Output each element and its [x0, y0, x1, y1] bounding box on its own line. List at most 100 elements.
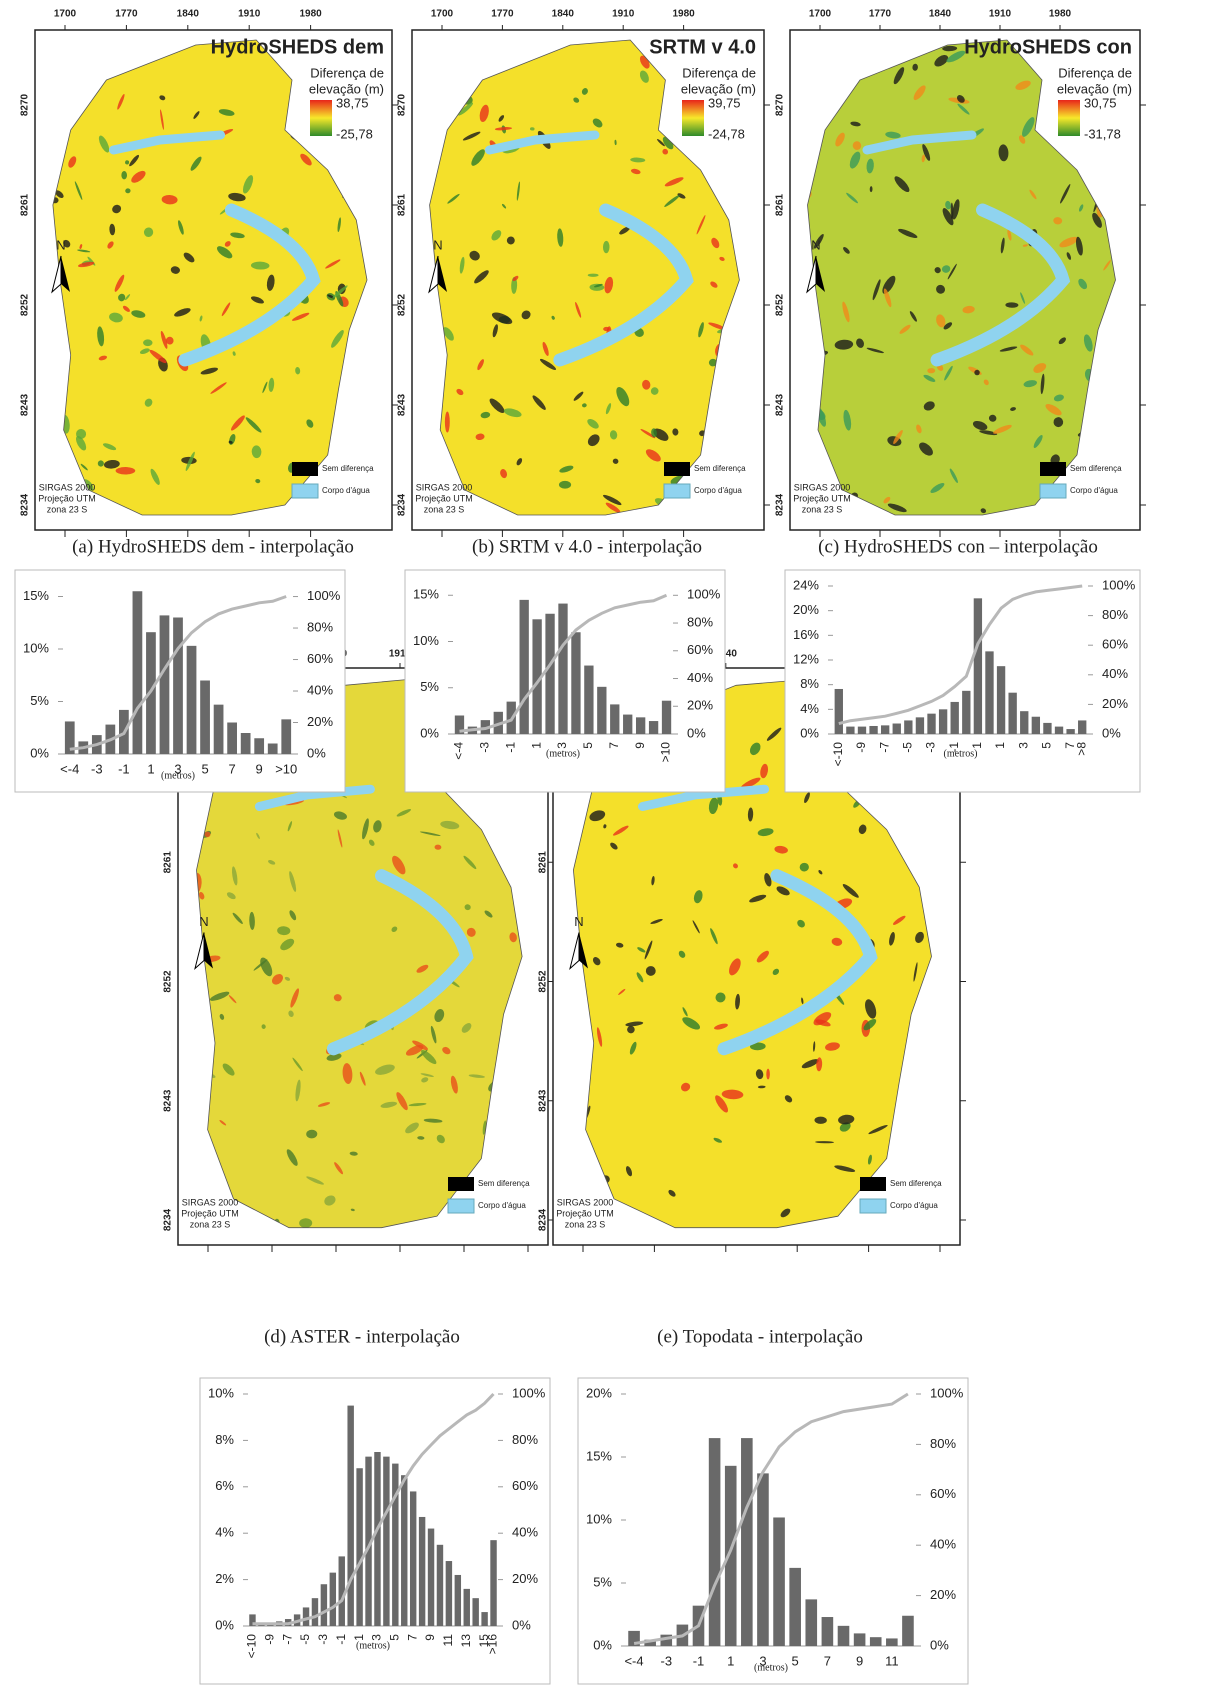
crs-text: Projeção UTM [181, 1208, 239, 1218]
y-tick-label: 5% [420, 679, 439, 694]
x-tick-label: 7 [405, 1634, 419, 1641]
y-coord-label: 8234 [163, 1208, 174, 1231]
terrain-patch [1171, 244, 1179, 263]
bar [805, 1599, 817, 1646]
terrain-patch [588, 274, 599, 277]
y-tick-label: 5% [30, 693, 49, 708]
no-diff-label: Sem diferença [1070, 464, 1122, 473]
x-tick-label: -3 [316, 1634, 330, 1645]
bar [160, 615, 170, 754]
terrain-patch [1064, 1031, 1073, 1038]
terrain-patch [1140, 166, 1155, 184]
bar [1020, 711, 1028, 734]
bar [133, 591, 143, 754]
y-tick-label: 15% [23, 588, 49, 603]
y-coord-label: 8234 [538, 1208, 549, 1231]
x-tick-label: 5 [201, 761, 208, 776]
water-label: Corpo d'água [478, 1201, 526, 1210]
map-caption: (c) HydroSHEDS con – interpolação [818, 536, 1098, 557]
bar [974, 598, 982, 734]
terrain-patch [25, 375, 30, 383]
water-label: Corpo d'água [322, 486, 370, 495]
y2-tick-label: 100% [930, 1385, 964, 1400]
crs-text: zona 23 S [47, 504, 88, 514]
x-tick-label: 5 [581, 742, 595, 749]
bar [789, 1568, 801, 1646]
x-tick-label: 9 [633, 742, 647, 749]
x-coord-label: 1840 [929, 9, 952, 20]
x-axis-label: (metros) [754, 1662, 788, 1673]
x-coord-label: 1700 [54, 9, 77, 20]
bar [268, 744, 278, 755]
crs-text: Projeção UTM [415, 493, 473, 503]
bar [401, 1475, 407, 1626]
x-tick-label: -1 [503, 742, 517, 753]
x-tick-label: -3 [91, 761, 103, 776]
terrain-patch [1153, 385, 1163, 403]
no-diff-swatch [860, 1177, 886, 1191]
terrain-patch [151, 938, 158, 948]
x-tick-label: 1 [993, 742, 1007, 749]
map-caption: (a) HydroSHEDS dem - interpolação [72, 536, 354, 557]
terrain-patch [1211, 194, 1218, 201]
x-tick-label: -7 [280, 1634, 294, 1645]
x-tick-label: -5 [901, 742, 915, 753]
no-diff-label: Sem diferença [694, 464, 746, 473]
x-axis-label: (metros) [944, 748, 978, 759]
y2-tick-label: 40% [512, 1525, 538, 1540]
x-tick-label: >10 [275, 761, 297, 776]
x-tick-label: <-4 [624, 1653, 643, 1668]
no-diff-swatch [448, 1177, 474, 1191]
crs-text: Projeção UTM [38, 493, 96, 503]
north-label: N [433, 237, 442, 252]
y-tick-label: 20% [793, 602, 819, 617]
y-coord-label: 8243 [20, 393, 31, 416]
terrain-patch [84, 1064, 90, 1072]
bar [916, 717, 924, 734]
terrain-patch [770, 365, 785, 383]
bar [1066, 729, 1074, 734]
terrain-patch [0, 427, 3, 440]
bar [597, 687, 606, 734]
y2-tick-label: 20% [512, 1571, 538, 1586]
bar [187, 646, 197, 754]
legend-max: 30,75 [1084, 95, 1117, 110]
bar [214, 705, 224, 754]
bar [835, 689, 843, 734]
y2-tick-label: 0% [307, 745, 326, 760]
y-coord-label: 8252 [775, 293, 786, 316]
no-diff-label: Sem diferença [890, 1179, 942, 1188]
y-coord-label: 8243 [397, 393, 408, 416]
bar [419, 1517, 425, 1626]
bar [200, 681, 210, 755]
figure: HydroSHEDS demDiferença deelevação (m)38… [0, 0, 1227, 1689]
bar [939, 709, 947, 734]
x-tick-label: 9 [856, 1653, 863, 1668]
y2-tick-label: 20% [1102, 696, 1128, 711]
terrain-patch [768, 275, 776, 291]
x-tick-label: -3 [660, 1653, 672, 1668]
y2-tick-label: 0% [930, 1637, 949, 1652]
bar [455, 1575, 461, 1626]
y2-tick-label: 20% [307, 714, 333, 729]
x-coord-label: 1980 [1049, 9, 1072, 20]
terrain-patch [143, 339, 152, 346]
bar [636, 717, 645, 734]
y2-tick-label: 0% [512, 1617, 531, 1632]
terrain-patch [1174, 183, 1178, 192]
no-diff-label: Sem diferença [322, 464, 374, 473]
water-swatch [664, 484, 690, 498]
map-caption: (b) SRTM v 4.0 - interpolação [472, 536, 702, 557]
y-coord-label: 8270 [775, 93, 786, 116]
y2-tick-label: 0% [687, 725, 706, 740]
bar [347, 1406, 353, 1626]
y-coord-label: 8243 [538, 1089, 549, 1112]
x-tick-label: <-10 [245, 1634, 259, 1659]
x-axis-label: (metros) [161, 770, 195, 781]
terrain-patch [138, 923, 147, 931]
x-tick-label: -9 [854, 742, 868, 753]
legend-ramp [1058, 100, 1080, 136]
bar [383, 1457, 389, 1626]
bar [881, 725, 889, 734]
terrain-patch [1196, 199, 1212, 221]
